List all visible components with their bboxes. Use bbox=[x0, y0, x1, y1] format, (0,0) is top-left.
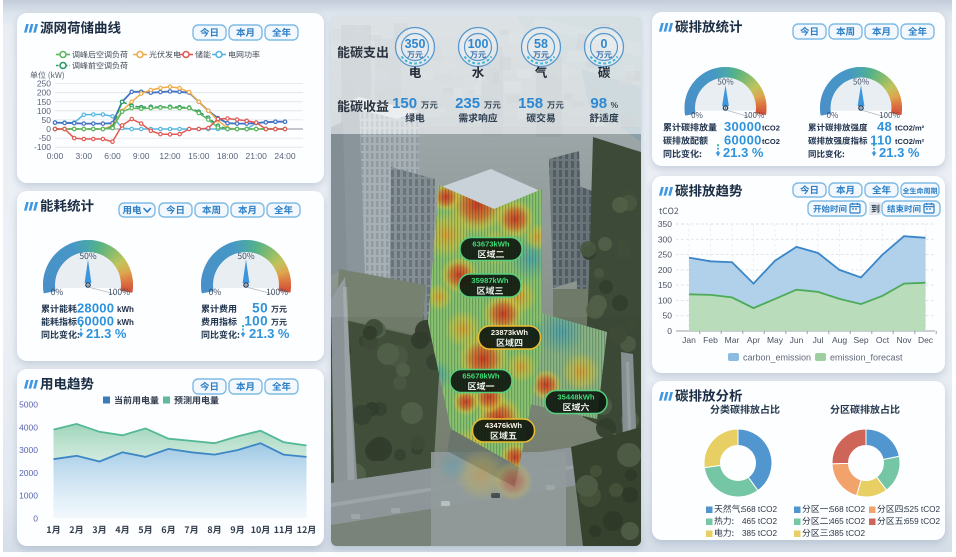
svg-text:0: 0 bbox=[33, 513, 38, 523]
svg-text:24:00: 24:00 bbox=[274, 151, 296, 161]
svg-text:1000: 1000 bbox=[19, 491, 38, 501]
svg-text:110: 110 bbox=[870, 132, 892, 147]
svg-text:-100: -100 bbox=[34, 142, 51, 152]
svg-text:100: 100 bbox=[658, 295, 672, 305]
svg-text:150: 150 bbox=[392, 95, 417, 112]
svg-text:150: 150 bbox=[37, 97, 51, 107]
svg-text:300: 300 bbox=[658, 234, 672, 244]
svg-text:15:00: 15:00 bbox=[188, 151, 210, 161]
svg-text:100: 100 bbox=[244, 314, 268, 329]
svg-text:48: 48 bbox=[877, 119, 892, 134]
svg-text:63673kWh: 63673kWh bbox=[472, 240, 510, 249]
svg-text:385 tCO2: 385 tCO2 bbox=[742, 529, 777, 538]
svg-text:21.3 %: 21.3 % bbox=[86, 326, 127, 341]
svg-text:200: 200 bbox=[37, 88, 51, 98]
svg-text:50: 50 bbox=[252, 301, 268, 316]
svg-text:350: 350 bbox=[405, 37, 426, 51]
svg-text:4000: 4000 bbox=[19, 422, 38, 432]
svg-text:568 tCO2: 568 tCO2 bbox=[830, 505, 865, 514]
svg-text:21.3 %: 21.3 % bbox=[879, 145, 920, 160]
svg-text:5000: 5000 bbox=[19, 400, 38, 410]
svg-text:100: 100 bbox=[468, 37, 489, 51]
svg-text:23873kWh: 23873kWh bbox=[491, 328, 529, 337]
svg-text:250: 250 bbox=[37, 79, 51, 89]
svg-text:350: 350 bbox=[658, 219, 672, 229]
svg-text:Apr: Apr bbox=[747, 335, 760, 345]
svg-text:465 tCO2: 465 tCO2 bbox=[742, 517, 777, 526]
svg-text:tCO2: tCO2 bbox=[762, 124, 780, 133]
svg-text:0: 0 bbox=[667, 326, 672, 336]
svg-text:Dec: Dec bbox=[918, 335, 934, 345]
svg-text:12:00: 12:00 bbox=[159, 151, 181, 161]
svg-text:kWh: kWh bbox=[117, 305, 134, 314]
svg-text:50: 50 bbox=[42, 115, 52, 125]
svg-text:2000: 2000 bbox=[19, 468, 38, 478]
svg-text:21:00: 21:00 bbox=[246, 151, 268, 161]
svg-text:6:00: 6:00 bbox=[104, 151, 121, 161]
svg-text:60000: 60000 bbox=[77, 314, 114, 329]
svg-text:98: 98 bbox=[590, 95, 607, 112]
svg-text:9:00: 9:00 bbox=[133, 151, 150, 161]
svg-text:525 tCO2: 525 tCO2 bbox=[905, 505, 940, 514]
svg-text:emission_forecast: emission_forecast bbox=[830, 353, 903, 363]
svg-text:Mar: Mar bbox=[725, 335, 740, 345]
svg-text:659 tCO2: 659 tCO2 bbox=[905, 517, 940, 526]
svg-text:150: 150 bbox=[658, 280, 672, 290]
svg-text:carbon_emission: carbon_emission bbox=[743, 353, 811, 363]
svg-text:60000: 60000 bbox=[724, 132, 762, 147]
svg-text:Aug: Aug bbox=[832, 335, 847, 345]
svg-text:158: 158 bbox=[518, 95, 543, 112]
svg-text:tCO2/m²: tCO2/m² bbox=[895, 124, 925, 133]
svg-text:43476kWh: 43476kWh bbox=[485, 421, 523, 430]
svg-text:235: 235 bbox=[455, 95, 480, 112]
svg-text:kWh: kWh bbox=[117, 318, 134, 327]
svg-text:200: 200 bbox=[658, 265, 672, 275]
svg-text:0: 0 bbox=[601, 37, 608, 51]
svg-text:35987kWh: 35987kWh bbox=[471, 276, 509, 285]
svg-text:Feb: Feb bbox=[703, 335, 718, 345]
svg-text:Sep: Sep bbox=[853, 335, 868, 345]
svg-text:May: May bbox=[767, 335, 784, 345]
svg-text:tCO2: tCO2 bbox=[762, 137, 780, 146]
svg-text:30000: 30000 bbox=[724, 119, 762, 134]
svg-text:385 tCO2: 385 tCO2 bbox=[830, 529, 865, 538]
svg-text:568 tCO2: 568 tCO2 bbox=[742, 505, 777, 514]
svg-text:250: 250 bbox=[658, 250, 672, 260]
svg-text:Jul: Jul bbox=[813, 335, 824, 345]
svg-text:0: 0 bbox=[46, 124, 51, 134]
svg-text:%: % bbox=[611, 100, 619, 110]
svg-text:Oct: Oct bbox=[876, 335, 890, 345]
svg-text:-50: -50 bbox=[39, 133, 52, 143]
svg-text:65678kWh: 65678kWh bbox=[462, 372, 500, 381]
svg-text:3000: 3000 bbox=[19, 445, 38, 455]
svg-text:21.3 %: 21.3 % bbox=[723, 145, 764, 160]
svg-text:18:00: 18:00 bbox=[217, 151, 239, 161]
svg-text:3:00: 3:00 bbox=[76, 151, 93, 161]
svg-text:35448kWh: 35448kWh bbox=[557, 393, 595, 402]
svg-text:tCO2/m²: tCO2/m² bbox=[895, 137, 925, 146]
svg-text:28000: 28000 bbox=[77, 301, 114, 316]
svg-text:50: 50 bbox=[663, 311, 673, 321]
svg-text:Jun: Jun bbox=[790, 335, 804, 345]
svg-text:21.3 %: 21.3 % bbox=[249, 326, 290, 341]
svg-text:465 tCO2: 465 tCO2 bbox=[830, 517, 865, 526]
svg-text:58: 58 bbox=[534, 37, 548, 51]
svg-text:Jan: Jan bbox=[682, 335, 696, 345]
svg-text:100: 100 bbox=[37, 106, 51, 116]
svg-text:Nov: Nov bbox=[896, 335, 912, 345]
svg-text:0:00: 0:00 bbox=[47, 151, 64, 161]
